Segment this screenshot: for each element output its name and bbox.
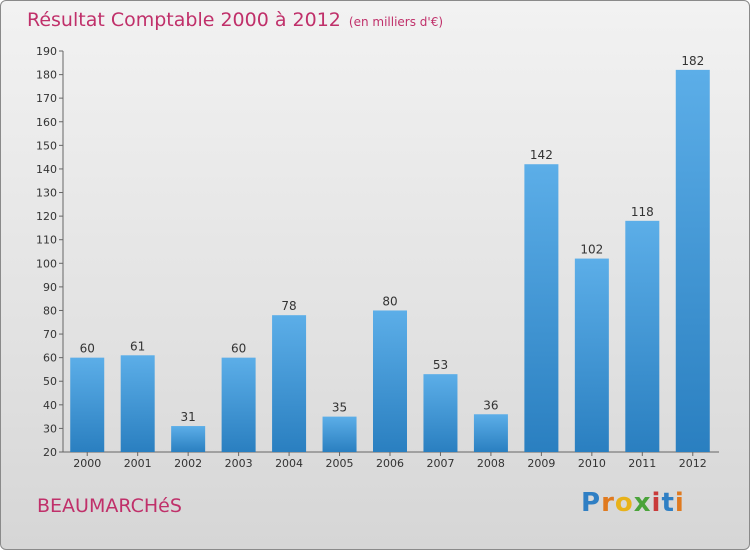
x-tick-label: 2008	[477, 457, 505, 470]
bar-value-label: 80	[382, 294, 397, 308]
y-tick-label: 120	[36, 210, 57, 223]
y-tick-label: 70	[43, 328, 57, 341]
bar-value-label: 102	[580, 243, 603, 257]
y-tick-label: 130	[36, 187, 57, 200]
y-tick-label: 80	[43, 304, 57, 317]
logo-letter: o	[614, 488, 634, 518]
y-tick-label: 40	[43, 399, 57, 412]
bar	[171, 426, 206, 452]
y-tick-label: 110	[36, 234, 57, 247]
bar-value-label: 61	[130, 339, 145, 353]
y-tick-label: 90	[43, 281, 57, 294]
logo-letter: i	[651, 488, 662, 518]
y-tick-label: 20	[43, 446, 57, 459]
y-tick-label: 140	[36, 163, 57, 176]
bar	[675, 69, 710, 452]
proxiti-logo: Proxiti	[581, 488, 685, 518]
bar	[272, 315, 307, 452]
bar	[423, 374, 458, 452]
y-tick-label: 150	[36, 139, 57, 152]
x-tick-label: 2004	[275, 457, 303, 470]
x-tick-label: 2007	[426, 457, 454, 470]
chart-title-text: Résultat Comptable 2000 à 2012	[27, 9, 341, 31]
x-tick-label: 2001	[124, 457, 152, 470]
y-tick-label: 50	[43, 375, 57, 388]
bar-value-label: 182	[681, 54, 704, 68]
x-tick-label: 2002	[174, 457, 202, 470]
bar-value-label: 142	[530, 148, 553, 162]
x-tick-label: 2005	[326, 457, 354, 470]
bar	[524, 164, 559, 453]
logo-letter: P	[581, 488, 602, 518]
y-tick-label: 180	[36, 69, 57, 82]
y-tick-label: 160	[36, 116, 57, 129]
logo-letter: x	[633, 488, 652, 518]
y-tick-label: 190	[36, 45, 57, 58]
bar	[473, 414, 508, 452]
x-tick-label: 2011	[628, 457, 656, 470]
x-tick-label: 2012	[679, 457, 707, 470]
logo-letter: r	[601, 488, 615, 518]
x-tick-label: 2006	[376, 457, 404, 470]
y-tick-label: 60	[43, 352, 57, 365]
y-tick-label: 100	[36, 257, 57, 270]
bar	[221, 357, 256, 452]
bar-value-label: 60	[231, 342, 246, 356]
bar-value-label: 35	[332, 401, 347, 415]
commune-name: BEAUMARCHéS	[37, 495, 182, 517]
y-tick-label: 170	[36, 92, 57, 105]
x-tick-label: 2010	[578, 457, 606, 470]
logo-letter: i	[674, 488, 685, 518]
bar-value-label: 118	[631, 205, 654, 219]
bar	[625, 220, 660, 452]
bar-value-label: 36	[483, 398, 498, 412]
logo-letter: t	[661, 488, 675, 518]
chart-subtitle: (en milliers d'€)	[348, 15, 444, 29]
bar	[322, 416, 357, 452]
bar	[574, 258, 609, 452]
x-tick-label: 2000	[73, 457, 101, 470]
bar	[373, 310, 407, 452]
bar-value-label: 31	[181, 410, 196, 424]
x-tick-label: 2009	[527, 457, 555, 470]
bar-value-label: 53	[433, 358, 448, 372]
chart-title: Résultat Comptable 2000 à 2012 (en millie…	[27, 9, 443, 31]
bar	[70, 357, 105, 452]
bar-value-label: 78	[281, 299, 296, 313]
x-tick-label: 2003	[225, 457, 253, 470]
bar-value-label: 60	[80, 342, 95, 356]
y-tick-label: 30	[43, 422, 57, 435]
bar	[120, 355, 155, 452]
